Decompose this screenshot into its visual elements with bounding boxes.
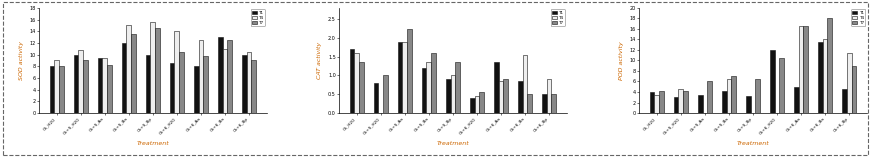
Bar — [122, 43, 126, 113]
Bar — [803, 26, 808, 113]
Bar — [654, 95, 659, 113]
Bar — [223, 49, 227, 113]
Bar — [132, 34, 136, 113]
Bar — [151, 22, 155, 113]
Bar — [227, 40, 233, 113]
Bar — [103, 57, 107, 113]
Legend: T1, T4, T7: T1, T4, T7 — [251, 9, 266, 26]
Bar — [179, 52, 184, 113]
Bar — [456, 62, 460, 113]
Bar — [78, 50, 83, 113]
Bar — [823, 39, 827, 113]
Bar — [732, 76, 736, 113]
Bar — [408, 29, 412, 113]
Bar — [427, 62, 431, 113]
Bar — [827, 18, 833, 113]
Bar — [374, 83, 378, 113]
Bar — [650, 92, 654, 113]
Bar — [359, 62, 364, 113]
Bar — [475, 96, 479, 113]
Bar — [203, 56, 208, 113]
Bar — [494, 62, 498, 113]
Bar — [770, 50, 774, 113]
Bar — [242, 55, 246, 113]
Bar — [746, 96, 751, 113]
Bar — [852, 66, 856, 113]
Bar — [523, 55, 528, 113]
Bar — [50, 66, 54, 113]
Bar — [842, 89, 847, 113]
Bar — [431, 53, 436, 113]
X-axis label: Treatment: Treatment — [737, 141, 769, 146]
Bar — [450, 76, 456, 113]
Bar — [799, 26, 803, 113]
Bar — [726, 79, 732, 113]
Bar — [551, 94, 557, 113]
Bar — [54, 60, 59, 113]
Bar — [722, 91, 726, 113]
Legend: T1, T4, T7: T1, T4, T7 — [851, 9, 866, 26]
Bar — [174, 31, 179, 113]
Bar — [547, 79, 551, 113]
Bar — [59, 66, 64, 113]
Bar — [818, 42, 823, 113]
Bar — [469, 98, 475, 113]
Bar — [517, 81, 523, 113]
Bar — [679, 89, 683, 113]
Bar — [193, 66, 199, 113]
Y-axis label: SOD activity: SOD activity — [19, 41, 24, 80]
Bar — [246, 52, 252, 113]
Bar — [402, 42, 408, 113]
Bar — [446, 79, 450, 113]
Bar — [542, 94, 547, 113]
Bar — [503, 79, 508, 113]
Bar — [155, 28, 160, 113]
Bar — [126, 25, 132, 113]
Bar — [83, 60, 88, 113]
Bar — [707, 81, 712, 113]
Bar — [498, 81, 503, 113]
Bar — [218, 37, 223, 113]
Bar — [73, 55, 78, 113]
Bar — [252, 60, 256, 113]
Bar — [793, 87, 799, 113]
Bar — [755, 79, 760, 113]
Bar — [107, 65, 112, 113]
Bar — [479, 92, 484, 113]
Bar — [98, 57, 103, 113]
Bar — [673, 97, 679, 113]
Bar — [780, 58, 784, 113]
Bar — [659, 91, 664, 113]
Bar — [170, 63, 174, 113]
Y-axis label: CAT activity: CAT activity — [318, 42, 322, 79]
Bar — [199, 40, 203, 113]
Legend: T1, T4, T7: T1, T4, T7 — [550, 9, 565, 26]
Bar — [349, 49, 354, 113]
Bar — [847, 53, 852, 113]
Bar — [398, 42, 402, 113]
Bar — [698, 95, 703, 113]
Y-axis label: POD activity: POD activity — [619, 41, 624, 80]
Bar — [354, 53, 359, 113]
Bar — [528, 94, 532, 113]
Bar — [422, 68, 427, 113]
Bar — [145, 55, 151, 113]
Bar — [683, 91, 688, 113]
Bar — [383, 76, 388, 113]
X-axis label: Treatment: Treatment — [436, 141, 469, 146]
X-axis label: Treatment: Treatment — [137, 141, 169, 146]
